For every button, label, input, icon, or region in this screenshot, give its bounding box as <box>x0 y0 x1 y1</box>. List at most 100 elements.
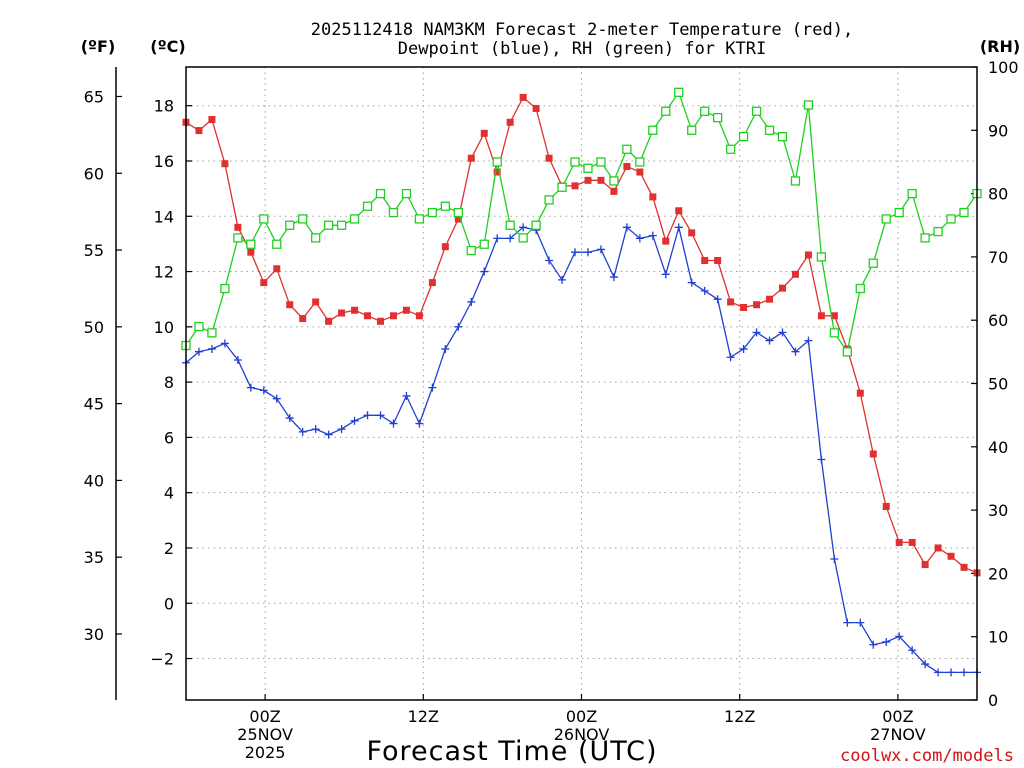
c-tick-label-14: 14 <box>154 207 174 226</box>
rh-point-17 <box>401 188 412 199</box>
dewpoint-point-21 <box>454 322 463 331</box>
temperature-point-11 <box>325 317 333 325</box>
rh-point-20 <box>440 201 450 211</box>
dewpoint-point-33 <box>609 273 618 282</box>
rh-point-49 <box>816 252 827 262</box>
temperature-point-9 <box>299 315 307 323</box>
rh-point-38 <box>674 87 684 97</box>
temperature-point-55 <box>895 538 903 546</box>
dewpoint-point-52 <box>856 618 865 627</box>
rh-point-22 <box>466 245 476 256</box>
rh-point-57 <box>920 233 930 243</box>
rh-point-27 <box>531 220 541 230</box>
dewpoint-point-54 <box>882 637 891 646</box>
f-tick-label-45: 45 <box>84 395 104 414</box>
rh-point-2 <box>207 328 217 338</box>
temperature-point-5 <box>247 248 255 256</box>
temperature-point-8 <box>286 301 294 309</box>
rh-axis: 0 10 20 30 40 50 60 70 80 90 100 <box>971 58 1019 710</box>
dewpoint-point-50 <box>830 555 839 564</box>
rh-point-31 <box>583 163 593 173</box>
dewpoint-point-26 <box>519 223 528 232</box>
rh-point-39 <box>687 125 697 135</box>
temperature-point-23 <box>480 129 488 137</box>
x-tick-label-72-1: 27NOV <box>870 725 926 744</box>
f-tick-label-65: 65 <box>84 87 104 106</box>
temperature-point-21 <box>454 215 462 223</box>
temperature-point-3 <box>221 160 229 168</box>
dewpoint-point-2 <box>207 344 216 353</box>
dewpoint-point-17 <box>402 391 411 400</box>
rh-point-7 <box>272 239 282 249</box>
temperature-point-6 <box>260 279 268 287</box>
c-tick-label-0: 0 <box>164 594 174 613</box>
dewpoint-point-4 <box>233 356 242 365</box>
rh-tick-label-80: 80 <box>988 185 1008 204</box>
rh-point-1 <box>194 321 204 332</box>
rh-point-29 <box>557 182 567 192</box>
dewpoint-point-31 <box>583 248 592 257</box>
rh-point-44 <box>751 106 762 116</box>
grid-lines <box>186 67 977 700</box>
dewpoint-point-34 <box>622 223 631 232</box>
rh-point-16 <box>388 207 399 218</box>
rh-point-45 <box>764 125 775 135</box>
temperature-point-28 <box>545 154 553 162</box>
temperature-point-15 <box>377 317 385 325</box>
temperature-point-1 <box>195 127 203 135</box>
rh-point-42 <box>725 144 736 154</box>
dewpoint-point-20 <box>441 344 450 353</box>
temperature-point-36 <box>649 193 657 201</box>
temperature-point-47 <box>791 270 799 278</box>
rh-point-21 <box>453 207 463 218</box>
temperature-point-18 <box>415 312 423 320</box>
f-tick-label-30: 30 <box>84 625 104 644</box>
rh-tick-label-50: 50 <box>988 375 1008 394</box>
dewpoint-point-48 <box>804 336 813 345</box>
x-tick-label-48-1: 26NOV <box>554 725 610 744</box>
dewpoint-point-37 <box>661 270 670 279</box>
temperature-point-10 <box>312 298 320 306</box>
dewpoint-point-7 <box>272 394 281 403</box>
temperature-point-58 <box>934 544 942 552</box>
rh-point-54 <box>881 214 891 224</box>
series-layer <box>181 87 982 677</box>
rh-point-3 <box>220 283 230 294</box>
temperature-point-35 <box>636 168 644 176</box>
rh-point-8 <box>285 220 295 230</box>
temperature-point-14 <box>364 312 372 320</box>
rh-tick-label-0: 0 <box>988 691 998 710</box>
temperature-point-38 <box>675 207 683 215</box>
f-tick-label-55: 55 <box>84 241 104 260</box>
temperature-point-25 <box>506 118 514 126</box>
dewpoint-point-45 <box>765 336 774 345</box>
rh-tick-label-10: 10 <box>988 628 1008 647</box>
temperature-point-44 <box>753 301 761 309</box>
x-tick-label-48-0: 00Z <box>566 707 597 726</box>
rh-tick-label-70: 70 <box>988 248 1008 267</box>
rh-point-11 <box>323 220 334 230</box>
dewpoint-point-29 <box>558 275 567 284</box>
dewpoint-point-16 <box>389 419 398 428</box>
c-tick-label-2: 2 <box>164 539 174 558</box>
temperature-point-20 <box>441 243 449 251</box>
x-tick-label-24-1: 25NOV <box>237 725 293 744</box>
dewpoint-point-60 <box>960 668 969 677</box>
rh-point-24 <box>492 157 502 167</box>
temperature-point-27 <box>532 104 540 112</box>
rh-tick-label-20: 20 <box>988 564 1008 583</box>
rh-point-52 <box>855 283 865 294</box>
temperature-point-57 <box>921 561 929 569</box>
x-tick-label-36-0: 12Z <box>408 707 439 726</box>
dewpoint-point-13 <box>350 416 359 425</box>
temperature-point-30 <box>571 182 579 190</box>
rh-point-28 <box>544 195 554 205</box>
rh-point-43 <box>738 131 749 142</box>
temperature-point-48 <box>804 251 812 259</box>
temperature-point-31 <box>584 176 592 184</box>
dewpoint-point-11 <box>324 430 333 439</box>
f-tick-label-40: 40 <box>84 471 104 490</box>
temperature-series <box>182 93 981 577</box>
dewpoint-point-22 <box>467 297 476 306</box>
dewpoint-point-5 <box>246 383 255 392</box>
